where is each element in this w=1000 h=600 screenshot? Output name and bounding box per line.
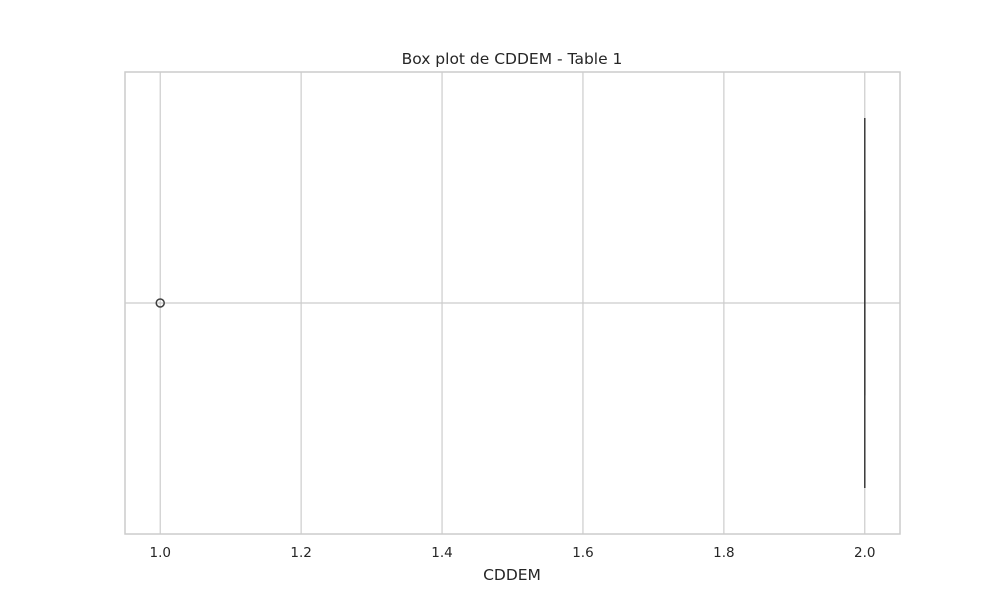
x-tick-label: 1.8: [713, 545, 734, 561]
x-tick-label: 2.0: [854, 545, 875, 561]
x-tick-labels: 1.0 1.2 1.4 1.6 1.8 2.0: [149, 545, 875, 561]
outlier-layer: [155, 298, 165, 308]
grid-layer: [125, 72, 900, 534]
x-tick-label: 1.4: [431, 545, 452, 561]
x-tick-label: 1.2: [290, 545, 311, 561]
x-tick-label: 1.6: [572, 545, 593, 561]
chart-title: Box plot de CDDEM - Table 1: [402, 50, 623, 68]
plot-frame: [124, 71, 901, 535]
x-tick-label: 1.0: [149, 545, 170, 561]
x-axis-label: CDDEM: [483, 566, 541, 584]
outlier-point: [155, 298, 165, 308]
